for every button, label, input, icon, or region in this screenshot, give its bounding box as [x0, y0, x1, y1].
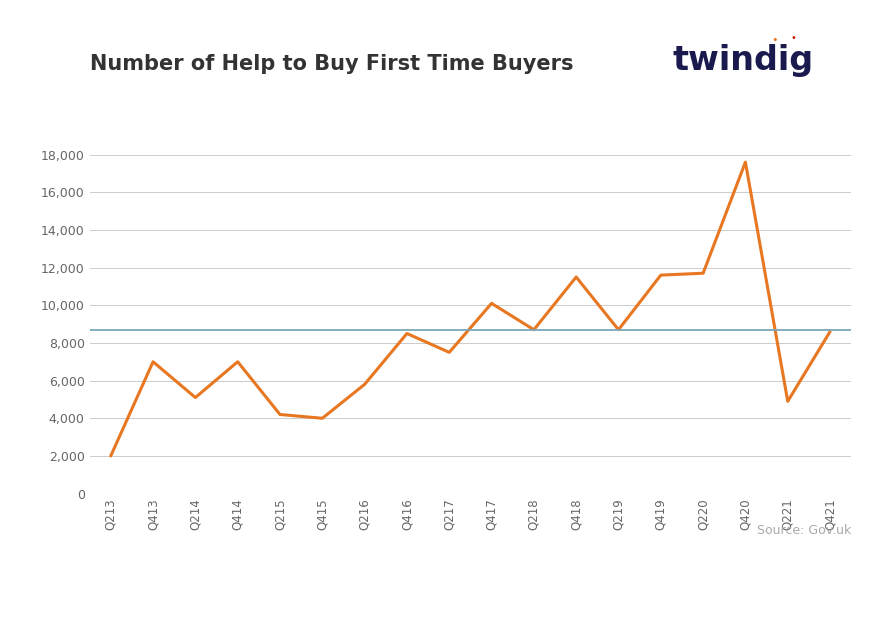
- Text: Number of Help to Buy First Time Buyers: Number of Help to Buy First Time Buyers: [90, 54, 573, 74]
- Text: •: •: [771, 35, 779, 45]
- Text: twindig: twindig: [672, 44, 814, 77]
- Text: Source: Gov.uk: Source: Gov.uk: [757, 524, 851, 537]
- Text: •: •: [790, 33, 796, 43]
